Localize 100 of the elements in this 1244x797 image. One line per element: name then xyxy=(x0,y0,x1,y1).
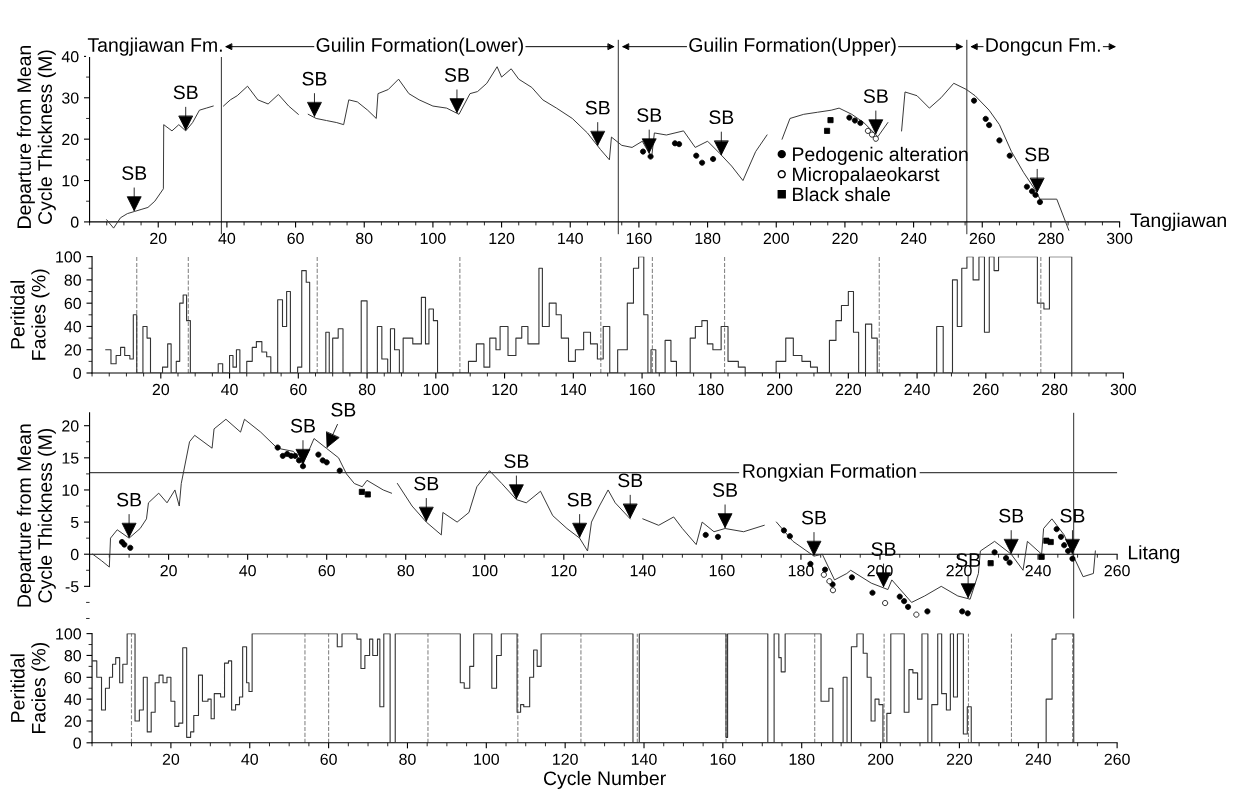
y-tick-label: 40 xyxy=(64,693,82,706)
x-tick-label: 20 xyxy=(160,565,177,577)
annotation: SB xyxy=(414,476,439,491)
y-tick-label: 5 xyxy=(70,516,79,529)
y-axis-title: Departure from Mean Cycle Thickness (M) xyxy=(16,424,56,607)
x-tick-label: 80 xyxy=(397,565,414,577)
annotation: SB xyxy=(637,108,662,123)
x-tick-label: 280 xyxy=(1042,383,1068,396)
x-tick-label: 60 xyxy=(287,232,304,245)
x-tick-label: 80 xyxy=(358,383,376,396)
y-tick-label: 80 xyxy=(64,650,82,662)
y-tick-label: 20 xyxy=(62,133,79,146)
x-tick-label: 260 xyxy=(969,232,995,245)
x-tick-label: 160 xyxy=(709,565,735,577)
x-tick-label: 220 xyxy=(946,753,973,765)
x-tick-label: 220 xyxy=(946,565,972,577)
y-tick-label: 15 xyxy=(62,452,79,464)
x-tick-label: 100 xyxy=(474,753,500,765)
x-tick-label: 120 xyxy=(492,383,518,396)
annotation: Guilin Formation(Upper) xyxy=(689,37,896,56)
x-tick-label: 140 xyxy=(558,232,583,245)
x-tick-label: 100 xyxy=(420,232,446,245)
x-tick-label: 220 xyxy=(835,383,862,396)
x-tick-label: 160 xyxy=(710,753,736,765)
x-tick-label: 100 xyxy=(472,565,498,577)
x-tick-label: 260 xyxy=(973,383,999,396)
x-tick-label: 60 xyxy=(290,383,307,396)
x-axis-title: Tangjiawan xyxy=(1130,212,1226,231)
x-tick-label: 20 xyxy=(162,753,180,765)
x-tick-label: 140 xyxy=(630,565,656,577)
annotation: SB xyxy=(999,508,1024,523)
annotation: SB xyxy=(709,110,734,125)
x-tick-label: 180 xyxy=(698,383,724,396)
x-tick-label: 140 xyxy=(561,383,587,396)
y-tick-label: 60 xyxy=(64,671,82,684)
x-axis-title: Cycle Number xyxy=(543,770,666,790)
x-tick-label: 200 xyxy=(868,753,894,765)
x-tick-label: 160 xyxy=(626,232,652,245)
x-tick-label: 80 xyxy=(399,753,416,765)
legend-label: Pedogenic alteration xyxy=(793,146,968,165)
x-tick-label: 240 xyxy=(1025,565,1051,577)
x-tick-label: 260 xyxy=(1104,565,1130,577)
y-tick-label: 0 xyxy=(70,216,79,228)
annotation: SB xyxy=(302,71,327,86)
x-tick-label: 180 xyxy=(695,232,721,245)
y-tick-label: 0 xyxy=(70,548,79,561)
y-axis-title: Departure from Mean Cycle Thickness (M) xyxy=(16,45,56,228)
x-tick-label: 220 xyxy=(832,232,858,245)
annotation: Dongcun Fm. xyxy=(986,38,1100,56)
x-tick-label: 180 xyxy=(788,565,814,577)
annotation: SB xyxy=(567,492,592,507)
x-tick-label: 40 xyxy=(221,383,238,396)
x-tick-label: 20 xyxy=(150,232,167,245)
y-tick-label: 0 xyxy=(73,737,82,749)
x-tick-label: 100 xyxy=(423,383,449,396)
x-tick-label: 240 xyxy=(1025,753,1051,765)
annotation: SB xyxy=(863,89,888,103)
y-tick-label: 40 xyxy=(64,321,82,333)
x-tick-label: 300 xyxy=(1110,383,1137,396)
y-tick-label: 20 xyxy=(64,344,82,356)
legend-label: Black shale xyxy=(793,186,891,202)
y-tick-label: 100 xyxy=(56,251,82,263)
x-tick-label: 280 xyxy=(1038,232,1064,245)
x-tick-label: 80 xyxy=(356,232,373,245)
x-tick-label: 60 xyxy=(320,753,337,765)
y-tick-label: 20 xyxy=(64,715,82,727)
y-tick-label: 20 xyxy=(62,420,79,432)
x-tick-label: 120 xyxy=(553,753,578,765)
annotation: SB xyxy=(444,68,469,82)
y-axis-title: Peritidal Facies (%) xyxy=(10,269,50,360)
ref-line-label: Rongxian Formation xyxy=(743,463,916,482)
annotation: SB xyxy=(504,454,529,468)
x-tick-label: 260 xyxy=(1104,753,1130,765)
y-tick-label: 10 xyxy=(62,175,79,187)
annotation: SB xyxy=(1025,147,1050,162)
y-axis-title: Peritidal Facies (%) xyxy=(10,642,50,734)
x-tick-label: 200 xyxy=(763,232,789,245)
x-tick-label: 240 xyxy=(904,383,930,396)
annotation: SB xyxy=(585,100,610,115)
y-tick-label: 40 xyxy=(61,51,79,63)
annotation: SB xyxy=(871,542,896,557)
annotation: SB xyxy=(801,510,826,525)
annotation: SB xyxy=(173,85,198,100)
annotation: Tangjiawan Fm. xyxy=(87,37,222,56)
x-tick-label: 40 xyxy=(239,565,256,577)
annotation: SB xyxy=(122,166,147,180)
x-tick-label: 200 xyxy=(767,383,793,396)
x-tick-label: 60 xyxy=(318,565,335,577)
y-tick-label: 30 xyxy=(62,92,79,104)
x-tick-label: 40 xyxy=(241,753,259,765)
x-tick-label: 20 xyxy=(152,383,170,396)
y-tick-label: 10 xyxy=(62,484,79,496)
annotation: Guilin Formation(Lower) xyxy=(316,37,523,56)
annotation: SB xyxy=(290,418,315,433)
x-tick-label: 120 xyxy=(551,565,577,577)
x-tick-label: 180 xyxy=(789,753,815,765)
x-axis-title: Litang xyxy=(1128,545,1180,564)
x-tick-label: 140 xyxy=(631,753,657,765)
x-tick-label: 160 xyxy=(629,383,655,396)
y-tick-label: -5 xyxy=(65,581,79,593)
